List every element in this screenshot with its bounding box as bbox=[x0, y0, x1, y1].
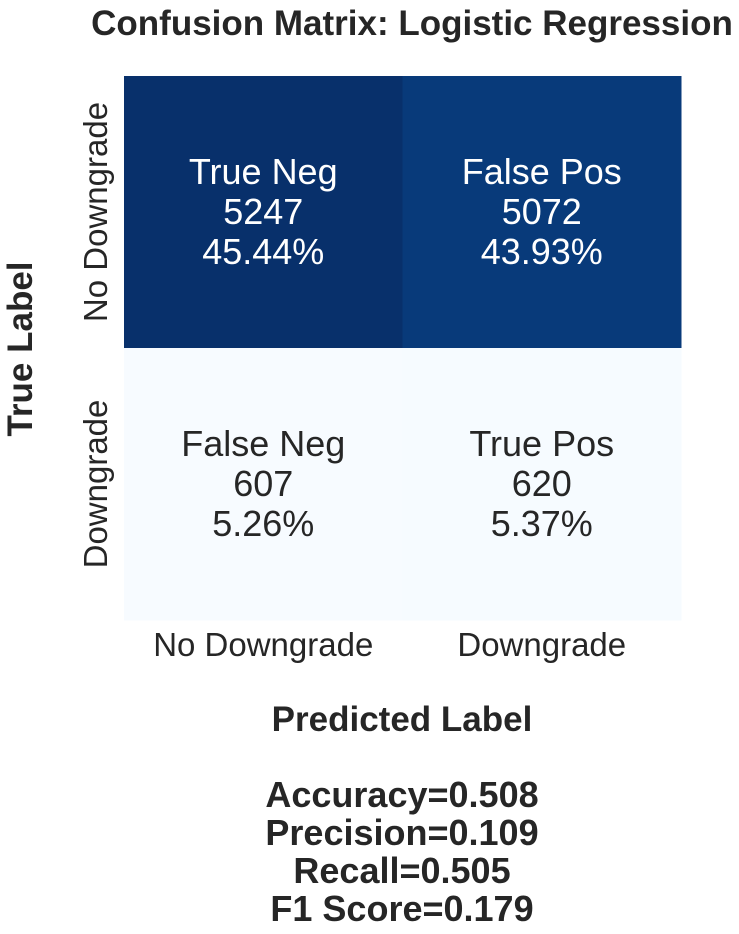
x-tick-label: Downgrade bbox=[457, 626, 626, 663]
heatmap-cell-rect bbox=[402, 348, 682, 621]
x-tick-label: No Downgrade bbox=[153, 626, 373, 663]
cell-count-label: 5247 bbox=[223, 191, 303, 232]
x-tick-labels: No Downgrade Downgrade bbox=[153, 626, 626, 663]
cell-name-label: True Pos bbox=[469, 423, 614, 464]
heatmap-cell-rect bbox=[124, 348, 403, 621]
y-tick-label: Downgrade bbox=[77, 400, 114, 569]
y-tick-label: No Downgrade bbox=[77, 102, 114, 322]
heatmap-cell-rect bbox=[402, 76, 682, 349]
heatmap-cell-rect bbox=[124, 76, 403, 349]
y-axis-label: True Label bbox=[1, 261, 40, 436]
cell-count-label: 607 bbox=[233, 463, 293, 504]
cell-name-label: False Pos bbox=[462, 151, 622, 192]
metric-line: Precision=0.109 bbox=[265, 812, 538, 853]
cell-percent-label: 5.26% bbox=[212, 503, 314, 544]
cell-count-label: 5072 bbox=[502, 191, 582, 232]
y-tick-labels: No Downgrade Downgrade bbox=[77, 102, 114, 568]
x-axis-label: Predicted Label bbox=[272, 700, 533, 739]
metric-line: Recall=0.505 bbox=[293, 850, 510, 891]
metrics-summary: Accuracy=0.508Precision=0.109Recall=0.50… bbox=[265, 774, 538, 929]
cell-percent-label: 43.93% bbox=[481, 231, 603, 272]
metric-line: Accuracy=0.508 bbox=[265, 774, 538, 815]
cell-name-label: False Neg bbox=[181, 423, 345, 464]
metric-line: F1 Score=0.179 bbox=[270, 888, 533, 929]
cell-percent-label: 5.37% bbox=[491, 503, 593, 544]
cell-percent-label: 45.44% bbox=[202, 231, 324, 272]
cell-count-label: 620 bbox=[512, 463, 572, 504]
chart-title: Confusion Matrix: Logistic Regression bbox=[91, 4, 733, 43]
cell-name-label: True Neg bbox=[189, 151, 338, 192]
